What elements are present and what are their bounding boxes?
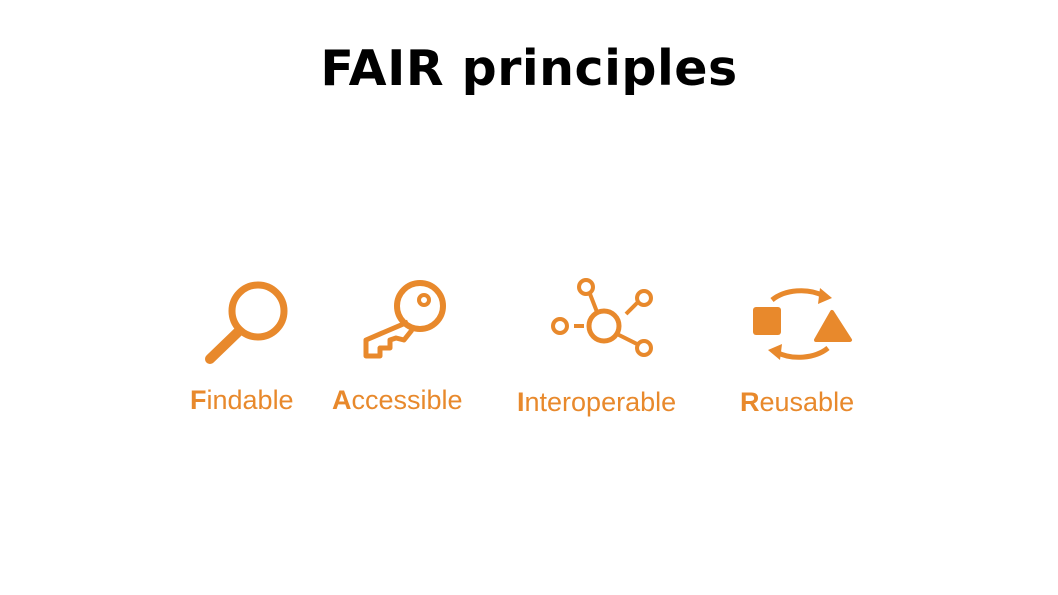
principle-label-interoperable: Interoperable — [517, 387, 676, 418]
principle-initial: F — [190, 385, 207, 415]
principle-rest: nteroperable — [524, 387, 677, 417]
principle-rest: eusable — [759, 387, 855, 417]
principle-initial: I — [517, 387, 525, 417]
recycle-shapes-icon — [753, 288, 852, 360]
network-nodes-icon — [551, 278, 653, 357]
principle-label-accessible: Accessible — [332, 385, 463, 416]
principle-initial: A — [332, 385, 352, 415]
principle-label-reusable: Reusable — [740, 387, 854, 418]
key-icon — [363, 280, 446, 359]
magnifier-icon — [205, 281, 288, 364]
principle-initial: R — [740, 387, 760, 417]
principle-rest: ccessible — [351, 385, 463, 415]
slide-title: FAIR principles — [320, 40, 738, 97]
principle-label-findable: Findable — [190, 385, 294, 416]
principle-rest: indable — [206, 385, 294, 415]
